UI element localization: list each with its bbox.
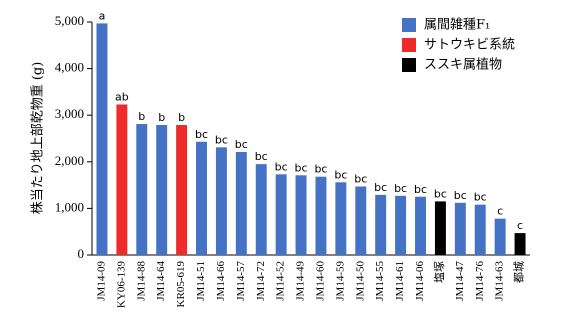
x-tick-label: JM14-47 <box>454 261 466 301</box>
significance-letter: c <box>517 219 523 232</box>
significance-letter: bc <box>414 183 427 196</box>
significance-letter: bc <box>434 187 447 200</box>
bar <box>454 202 466 255</box>
x-tick-label: JM14-72 <box>255 261 267 301</box>
x-tick-label: JM14-88 <box>135 261 147 301</box>
bar <box>474 204 486 255</box>
x-tick-label: JM14-06 <box>414 261 426 301</box>
y-tick-label: 3,000 <box>55 106 84 121</box>
significance-letter: a <box>99 9 106 22</box>
bar <box>136 124 148 255</box>
x-tick-label: JM14-76 <box>474 261 486 301</box>
bar <box>375 194 387 255</box>
significance-letter: b <box>138 110 145 123</box>
bar <box>196 141 207 255</box>
x-tick-label: JM14-09 <box>95 261 107 301</box>
bar <box>295 175 307 255</box>
bar <box>255 164 267 255</box>
bar <box>355 186 367 255</box>
significance-letter: bc <box>195 128 208 141</box>
significance-letter: b <box>158 111 165 124</box>
x-tick-label: KY06-139 <box>115 261 127 309</box>
x-tick-label: JM14-61 <box>394 261 406 301</box>
legend-swatch <box>402 58 416 72</box>
bar <box>415 196 426 255</box>
x-tick-label: JM14-63 <box>494 261 506 301</box>
y-axis-title: 株当たり地上部乾物重 (g) <box>30 62 46 215</box>
x-tick-label: JM14-51 <box>195 261 207 301</box>
significance-letter: bc <box>454 189 467 202</box>
y-tick-label: 5,000 <box>55 13 84 28</box>
bar <box>215 147 227 255</box>
x-tick-label: 塩塚 <box>432 261 446 283</box>
bar <box>156 124 168 256</box>
significance-letter: bc <box>354 172 367 185</box>
y-tick-label: 2,000 <box>55 153 84 168</box>
bars <box>96 23 526 256</box>
x-tick-label: JM14-49 <box>295 261 307 301</box>
significance-letter: bc <box>215 133 228 146</box>
significance-letter: bc <box>275 160 288 173</box>
significance-letter: bc <box>474 191 487 204</box>
bar <box>514 233 526 255</box>
significance-letter: bc <box>235 138 248 151</box>
bar <box>176 124 188 256</box>
x-tick-label: JM14-50 <box>354 261 366 301</box>
significance-letter: c <box>497 205 503 218</box>
significance-letter: b <box>178 111 185 124</box>
x-tick-label: JM14-66 <box>215 261 227 301</box>
bar <box>116 104 128 256</box>
bar <box>315 176 327 255</box>
significance-letter: bc <box>394 182 407 195</box>
x-tick-label: JM14-52 <box>275 261 287 301</box>
legend-label: ススキ属植物 <box>424 58 502 73</box>
y-axis: 0 1,000 2,000 3,000 4,000 5,000 <box>55 13 93 261</box>
bar <box>494 218 506 255</box>
bar <box>235 152 247 255</box>
x-tick-label: JM14-59 <box>334 261 346 301</box>
x-tick-label: JM14-55 <box>374 261 386 301</box>
legend-label: サトウキビ系統 <box>424 38 515 53</box>
x-tick-label: 都城 <box>513 261 526 283</box>
y-tick-label: 0 <box>78 246 85 261</box>
significance-letter: bc <box>334 168 347 181</box>
bar <box>335 182 347 255</box>
x-tick-label: KR05-619 <box>175 261 187 308</box>
y-tick-label: 1,000 <box>55 199 84 214</box>
x-tick-label: JM14-60 <box>314 261 326 301</box>
significance-letter: bc <box>255 150 268 163</box>
bar <box>275 174 287 255</box>
bar <box>434 201 446 255</box>
legend-label: 属間雑種F₁ <box>424 17 490 33</box>
x-tick-label: JM14-64 <box>155 261 167 301</box>
bar <box>96 23 108 256</box>
legend-swatch <box>402 18 416 32</box>
significance-letter: bc <box>314 163 327 176</box>
x-tick-label: JM14-57 <box>235 261 247 301</box>
y-axis-title-text: 株当たり地上部乾物重 (g) <box>30 62 46 215</box>
legend-swatch <box>402 38 416 52</box>
bar <box>395 195 407 255</box>
category-labels: JM14-09 KY06-139 JM14-88 JM14-64 KR05-619 JM1… <box>95 261 525 309</box>
significance-letter: bc <box>295 161 308 174</box>
y-tick-label: 4,000 <box>55 60 84 75</box>
significance-letter: ab <box>115 90 129 103</box>
significance-letter: bc <box>374 181 387 194</box>
